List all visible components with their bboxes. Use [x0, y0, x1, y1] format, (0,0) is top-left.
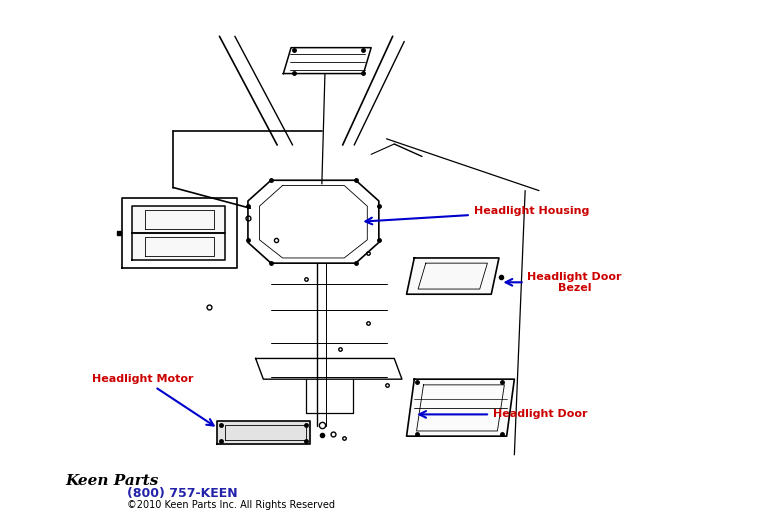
Text: Keen Parts: Keen Parts: [65, 473, 159, 488]
Polygon shape: [217, 421, 310, 444]
Text: Headlight Motor: Headlight Motor: [92, 374, 213, 426]
Text: Headlight Door: Headlight Door: [420, 409, 588, 420]
Text: Headlight Door
Bezel: Headlight Door Bezel: [506, 271, 622, 293]
Polygon shape: [407, 258, 499, 294]
Polygon shape: [132, 206, 225, 233]
Polygon shape: [132, 233, 225, 260]
Text: Headlight Housing: Headlight Housing: [366, 206, 589, 224]
Polygon shape: [407, 379, 514, 436]
Text: (800) 757-KEEN: (800) 757-KEEN: [127, 486, 238, 500]
Text: ©2010 Keen Parts Inc. All Rights Reserved: ©2010 Keen Parts Inc. All Rights Reserve…: [127, 500, 335, 510]
